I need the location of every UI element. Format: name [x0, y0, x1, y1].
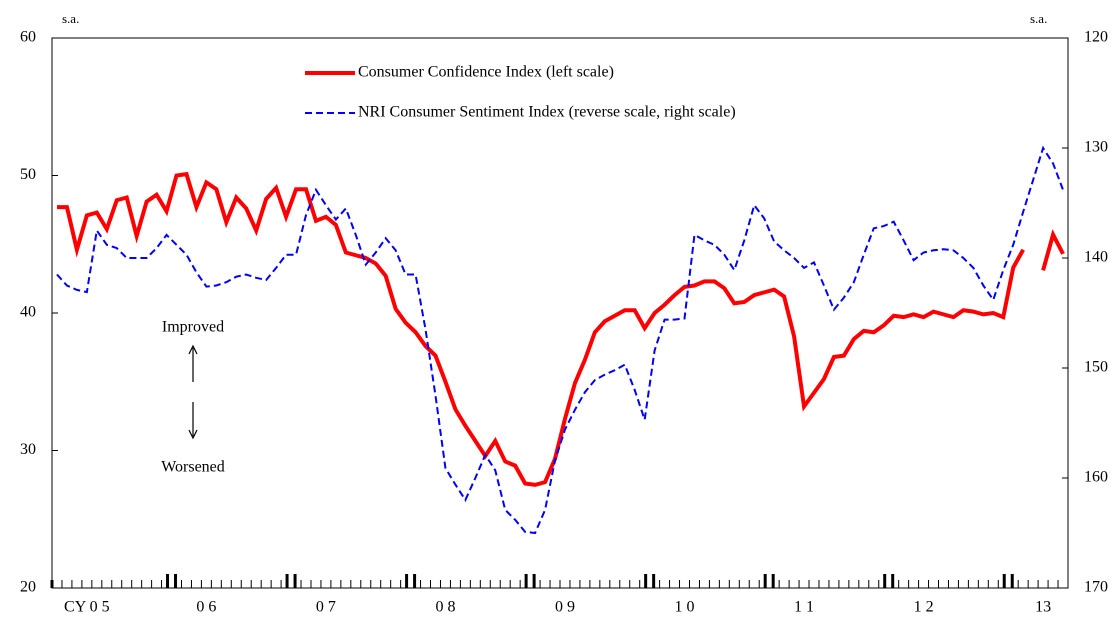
y2-tick-label: 130	[1084, 139, 1108, 156]
legend-label: Consumer Confidence Index (left scale)	[358, 64, 614, 81]
y-tick-label: 40	[20, 304, 36, 321]
y-tick-label: 60	[20, 29, 36, 46]
y-tick-label: 20	[20, 579, 36, 596]
x-tick-label: 0 7	[316, 599, 336, 616]
x-tick-label: 1 2	[914, 599, 934, 616]
x-tick-label: 0 9	[555, 599, 575, 616]
series-line	[56, 171, 1065, 487]
y-tick-label: 30	[20, 441, 36, 458]
x-tick-label: 0 6	[196, 599, 216, 616]
worsened-label: Worsened	[161, 459, 225, 476]
legend-label: NRI Consumer Sentiment Index (reverse sc…	[358, 104, 736, 121]
arrow-down-head	[188, 429, 198, 440]
y2-tick-label: 140	[1084, 249, 1108, 266]
y2-tick-label: 170	[1084, 579, 1108, 596]
y2-tick-label: 160	[1084, 469, 1108, 486]
right-unit: s.a.	[1030, 11, 1047, 26]
left-unit: s.a.	[62, 11, 79, 26]
y-tick-label: 50	[20, 166, 36, 183]
arrow-up-head	[188, 344, 198, 355]
improved-label: Improved	[162, 319, 224, 336]
y2-tick-label: 150	[1084, 359, 1108, 376]
x-tick-label: 1 0	[675, 599, 695, 616]
x-tick-label: 13	[1035, 599, 1051, 616]
arrows	[188, 344, 198, 440]
x-tick-label: 1 1	[794, 599, 814, 616]
x-tick-label: CY 0 5	[64, 599, 110, 616]
series-line	[56, 145, 1064, 535]
x-tick-label: 0 8	[435, 599, 455, 616]
y2-tick-label: 120	[1084, 29, 1108, 46]
